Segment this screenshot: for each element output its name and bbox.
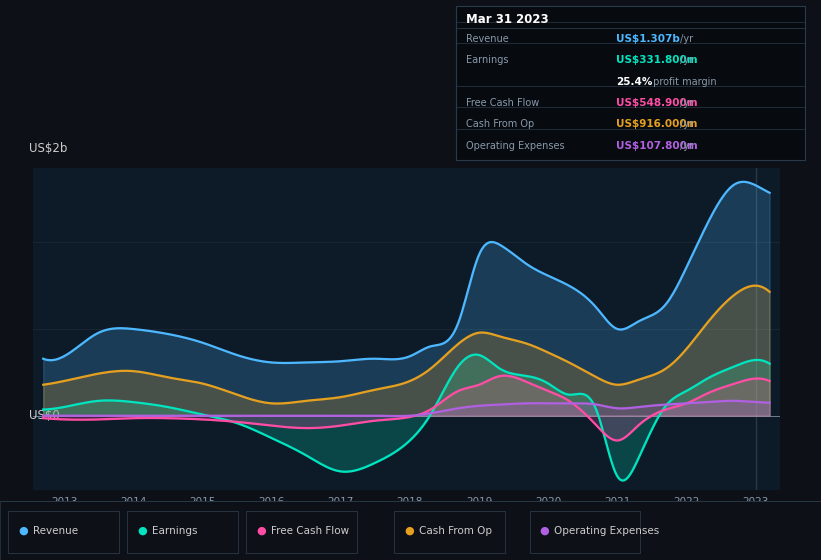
Text: profit margin: profit margin bbox=[650, 77, 717, 87]
Text: 2013: 2013 bbox=[51, 497, 77, 507]
Text: Revenue: Revenue bbox=[466, 34, 508, 44]
Text: 2021: 2021 bbox=[604, 497, 631, 507]
Text: 2015: 2015 bbox=[189, 497, 215, 507]
Text: Earnings: Earnings bbox=[466, 55, 508, 66]
Text: /yr: /yr bbox=[677, 119, 694, 129]
Text: ●: ● bbox=[256, 526, 266, 536]
Text: Free Cash Flow: Free Cash Flow bbox=[466, 98, 539, 108]
Text: Mar 31 2023: Mar 31 2023 bbox=[466, 13, 548, 26]
Text: Operating Expenses: Operating Expenses bbox=[554, 526, 659, 536]
Text: 2023: 2023 bbox=[742, 497, 769, 507]
Text: Revenue: Revenue bbox=[33, 526, 78, 536]
Text: US$2b: US$2b bbox=[29, 142, 67, 155]
Text: -US$600m: -US$600m bbox=[29, 516, 90, 529]
Text: 2017: 2017 bbox=[328, 497, 354, 507]
Text: 2016: 2016 bbox=[259, 497, 285, 507]
Text: /yr: /yr bbox=[677, 55, 694, 66]
Text: Earnings: Earnings bbox=[152, 526, 197, 536]
Text: US$548.900m: US$548.900m bbox=[616, 98, 697, 108]
Text: Cash From Op: Cash From Op bbox=[466, 119, 534, 129]
Text: 2018: 2018 bbox=[397, 497, 423, 507]
Text: Free Cash Flow: Free Cash Flow bbox=[271, 526, 349, 536]
Text: /yr: /yr bbox=[677, 98, 694, 108]
Text: ●: ● bbox=[137, 526, 147, 536]
Text: US$1.307b: US$1.307b bbox=[616, 34, 680, 44]
Text: Operating Expenses: Operating Expenses bbox=[466, 141, 564, 151]
Text: US$916.000m: US$916.000m bbox=[616, 119, 697, 129]
Text: 2022: 2022 bbox=[673, 497, 699, 507]
Text: 2014: 2014 bbox=[120, 497, 146, 507]
Text: ●: ● bbox=[404, 526, 414, 536]
Text: 25.4%: 25.4% bbox=[616, 77, 652, 87]
Text: US$331.800m: US$331.800m bbox=[616, 55, 697, 66]
Text: ●: ● bbox=[18, 526, 28, 536]
Text: ●: ● bbox=[539, 526, 549, 536]
Text: Cash From Op: Cash From Op bbox=[419, 526, 492, 536]
Text: US$0: US$0 bbox=[29, 409, 60, 422]
Text: 2020: 2020 bbox=[535, 497, 562, 507]
Text: 2019: 2019 bbox=[466, 497, 493, 507]
Text: US$107.800m: US$107.800m bbox=[616, 141, 698, 151]
Text: /yr: /yr bbox=[677, 34, 694, 44]
Text: /yr: /yr bbox=[677, 141, 694, 151]
